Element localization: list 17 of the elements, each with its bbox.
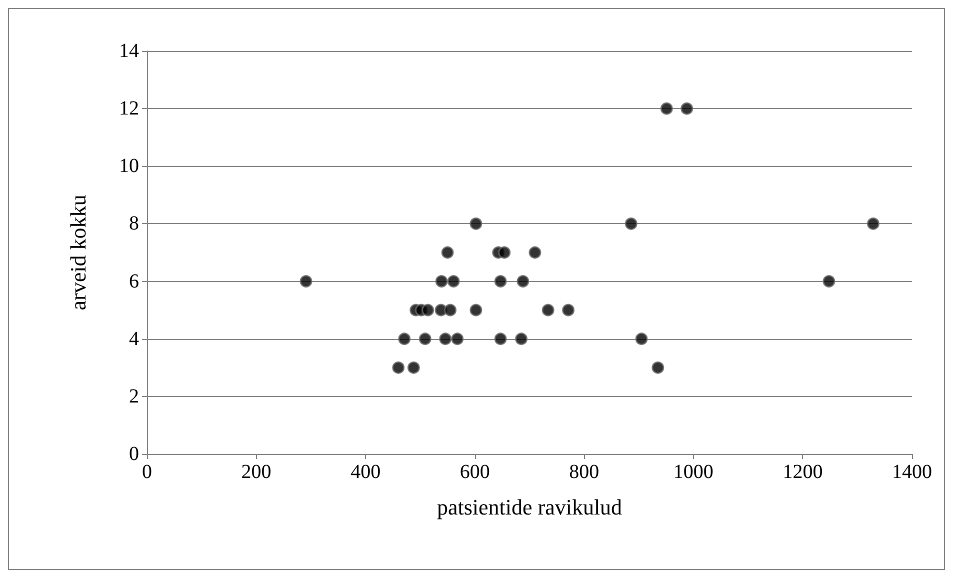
x-tick-label: 800 <box>569 461 600 483</box>
y-tick-label: 0 <box>129 443 139 465</box>
x-axis-title: patsientide ravikulud <box>436 494 622 520</box>
y-tick-label: 4 <box>129 328 139 350</box>
x-tick-label: 200 <box>241 461 272 483</box>
y-tick-label: 8 <box>129 212 139 235</box>
y-tick-label: 2 <box>129 385 139 408</box>
y-tick-label: 10 <box>119 155 139 178</box>
x-tick-label: 1200 <box>782 461 823 483</box>
y-tick-label: 14 <box>119 40 139 62</box>
x-tick-label: 1400 <box>892 461 932 483</box>
x-tick-label: 1000 <box>673 461 714 483</box>
x-tick-label: 600 <box>460 461 490 483</box>
y-tick-label: 6 <box>129 270 139 292</box>
x-tick-label: 400 <box>350 461 381 483</box>
y-tick-label: 12 <box>119 98 139 120</box>
y-axis-title: arveid kokku <box>66 194 90 310</box>
